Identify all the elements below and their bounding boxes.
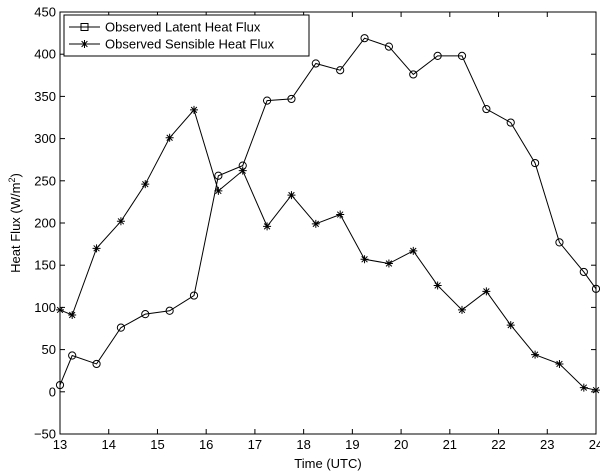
circle-marker — [165, 306, 174, 315]
asterisk-marker — [238, 166, 247, 175]
square-marker — [80, 23, 89, 31]
asterisk-marker — [360, 255, 369, 264]
asterisk-marker — [409, 246, 418, 255]
circle-marker — [287, 94, 296, 104]
circle-marker — [189, 291, 199, 300]
circle-marker — [336, 66, 345, 75]
asterisk-marker — [80, 40, 89, 48]
circle-marker — [262, 96, 272, 105]
circle-marker — [433, 51, 442, 60]
plot-frame — [59, 11, 597, 435]
y-tick-label: 50 — [42, 342, 56, 357]
circle-marker — [141, 310, 150, 319]
circle-marker — [506, 118, 515, 127]
asterisk-marker — [165, 133, 174, 142]
asterisk-marker — [336, 210, 345, 219]
y-tick-label: 300 — [34, 131, 56, 146]
legend: Observed Latent Heat Flux Observed Sensib… — [63, 14, 310, 57]
asterisk-marker — [116, 217, 125, 226]
y-tick-label: 100 — [34, 300, 56, 315]
x-tick-label: 22 — [491, 437, 505, 452]
x-tick-label: 14 — [101, 437, 115, 452]
circle-marker — [409, 70, 418, 79]
asterisk-marker — [214, 186, 223, 195]
ticks-layer: 13 14 15 16 17 18 19 20 21 22 23 24 −50 0 50 100 150 200 2… — [34, 5, 600, 453]
asterisk-marker — [384, 259, 393, 268]
asterisk-marker — [263, 222, 272, 231]
x-tick-label: 17 — [248, 437, 262, 452]
y-tick-label: 450 — [34, 5, 56, 20]
circle-marker — [555, 238, 564, 247]
circle-marker — [214, 171, 223, 180]
legend-label: Observed Sensible Heat Flux — [105, 37, 275, 52]
circle-marker — [92, 359, 101, 369]
asterisk-marker — [311, 219, 320, 228]
asterisk-marker — [287, 191, 296, 200]
asterisk-marker — [482, 287, 491, 296]
x-tick-label: 16 — [199, 437, 213, 452]
y-tick-label: 250 — [34, 173, 56, 188]
x-tick-label: 23 — [540, 437, 554, 452]
y-tick-label: 150 — [34, 258, 56, 273]
circle-marker — [360, 34, 369, 43]
asterisk-marker — [506, 321, 515, 330]
series-layer — [55, 34, 600, 395]
circle-marker — [116, 323, 126, 332]
x-tick-label: 19 — [345, 437, 359, 452]
asterisk-marker — [433, 281, 442, 290]
circle-marker — [482, 104, 491, 114]
circle-marker — [579, 267, 588, 277]
asterisk-marker — [141, 180, 150, 189]
x-tick-label: 15 — [150, 437, 164, 452]
circle-marker — [311, 59, 320, 68]
legend-label: Observed Latent Heat Flux — [105, 20, 261, 35]
series-line — [59, 37, 597, 386]
x-tick-label: 24 — [589, 437, 600, 452]
legend-items: Observed Latent Heat Flux Observed Sensib… — [69, 20, 275, 52]
circle-marker — [530, 158, 540, 168]
y-axis-label-superscript: 2 — [7, 178, 17, 183]
asterisk-marker — [531, 350, 540, 359]
y-axis-label: Heat Flux (W/m2) — [7, 173, 23, 273]
x-tick-label: 21 — [443, 437, 457, 452]
y-tick-label: 0 — [49, 384, 56, 399]
y-tick-label: 350 — [34, 89, 56, 104]
y-axis-label-main: Heat Flux (W/m — [8, 183, 23, 273]
y-tick-label: −50 — [34, 427, 56, 442]
x-axis-label: Time (UTC) — [294, 456, 361, 471]
circle-marker — [68, 351, 77, 360]
series-sensible-heat-flux — [56, 105, 600, 395]
y-tick-label: 400 — [34, 47, 56, 62]
circle-marker — [384, 42, 394, 51]
asterisk-marker — [92, 244, 101, 253]
asterisk-marker — [68, 310, 77, 319]
asterisk-marker — [458, 305, 466, 314]
legend-box — [63, 14, 310, 57]
series-line — [59, 108, 597, 391]
y-tick-label: 200 — [34, 216, 56, 231]
circle-marker — [457, 51, 467, 60]
x-tick-label: 18 — [296, 437, 310, 452]
asterisk-marker — [555, 359, 564, 368]
x-tick-label: 20 — [394, 437, 408, 452]
y-axis-label-close: ) — [8, 173, 23, 177]
legend-item: Observed Latent Heat Flux — [69, 20, 261, 35]
legend-item: Observed Sensible Heat Flux — [69, 37, 275, 52]
asterisk-marker — [579, 383, 588, 392]
asterisk-marker — [190, 105, 198, 114]
x-tick-label: 13 — [53, 437, 67, 452]
